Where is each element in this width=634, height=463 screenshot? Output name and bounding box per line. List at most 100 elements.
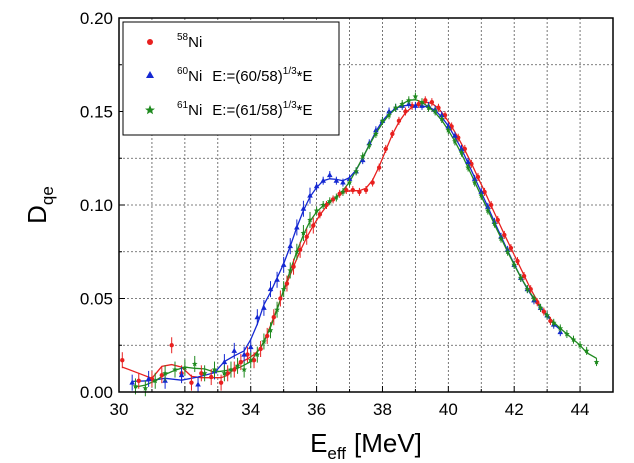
- point: [280, 286, 287, 292]
- point: [392, 104, 399, 111]
- point: [324, 202, 329, 208]
- point: [294, 248, 300, 255]
- point: [445, 123, 452, 129]
- point: [261, 338, 267, 344]
- point: [376, 165, 382, 170]
- point: [465, 158, 471, 164]
- point: [359, 153, 366, 159]
- legend-entry-61ni: 61Ni E:=(61/58)1/3*E: [145, 100, 313, 119]
- point: [357, 189, 362, 195]
- legend-sup-61ni: 61: [177, 100, 189, 111]
- y-axis-title-sub: qe: [38, 186, 57, 205]
- point: [593, 359, 600, 365]
- x-tick-label: 40: [439, 400, 458, 419]
- point: [583, 347, 590, 354]
- point: [247, 357, 254, 363]
- point: [267, 286, 274, 292]
- point: [478, 188, 485, 194]
- point: [537, 304, 544, 311]
- point: [300, 205, 307, 211]
- point: [191, 360, 198, 367]
- legend-box: [122, 21, 340, 136]
- y-tick-label: 0.20: [80, 9, 113, 28]
- point: [432, 108, 438, 114]
- point: [458, 149, 465, 156]
- point: [436, 105, 441, 110]
- x-tick-label: 38: [373, 400, 392, 419]
- point: [386, 108, 392, 114]
- legend-note-61ni: E:=(61/58): [212, 102, 282, 119]
- point: [267, 327, 274, 333]
- point: [234, 362, 241, 369]
- point: [232, 367, 237, 372]
- point: [129, 379, 135, 385]
- y-tick-labels: 0.00 0.05 0.10 0.15 0.20: [80, 9, 113, 402]
- point: [340, 188, 346, 195]
- point: [317, 212, 323, 217]
- point: [458, 145, 465, 151]
- point: [241, 366, 247, 372]
- point: [313, 207, 320, 213]
- point: [159, 372, 165, 378]
- point: [445, 127, 452, 133]
- point: [517, 274, 524, 281]
- point: [320, 202, 326, 208]
- legend-sup-58ni: 58: [177, 32, 189, 43]
- x-axis-title-main: E: [310, 428, 327, 458]
- point: [488, 202, 494, 208]
- x-tick-labels: 30 32 34 36 38 40 42 44: [110, 400, 590, 419]
- point: [142, 385, 149, 391]
- point: [478, 192, 485, 199]
- point: [136, 378, 141, 383]
- point: [278, 296, 283, 301]
- point: [379, 117, 386, 124]
- point: [337, 191, 342, 196]
- data-points: [120, 92, 600, 397]
- point: [287, 243, 294, 249]
- point: [475, 174, 481, 180]
- fit-curve-1: [132, 104, 561, 383]
- point: [265, 333, 270, 339]
- point: [221, 370, 228, 376]
- point: [485, 207, 491, 213]
- x-tick-label: 32: [175, 400, 194, 419]
- point: [241, 351, 247, 357]
- point: [326, 172, 333, 178]
- point: [350, 187, 356, 193]
- point: [531, 295, 537, 301]
- point: [366, 142, 373, 148]
- point: [535, 300, 540, 305]
- legend-note-sup-61ni: 1/3: [283, 100, 297, 111]
- point: [238, 359, 244, 365]
- y-axis-title-main: D: [22, 205, 52, 224]
- point: [333, 177, 340, 183]
- point: [307, 217, 313, 223]
- x-axis-title-unit: [MeV]: [354, 428, 422, 458]
- point: [508, 245, 514, 251]
- x-tick-label: 42: [505, 400, 524, 419]
- point: [346, 175, 353, 181]
- x-tick-label: 44: [571, 400, 590, 419]
- point: [120, 358, 125, 363]
- legend-main-58ni: Ni: [188, 34, 202, 51]
- x-tick-label: 36: [307, 400, 326, 419]
- legend-entry-60ni: 60Ni E:=(60/58)1/3*E: [146, 66, 313, 85]
- point: [284, 281, 290, 286]
- point: [373, 130, 379, 137]
- fit-curves: [122, 99, 597, 388]
- point: [425, 104, 432, 111]
- y-tick-label: 0.15: [80, 103, 113, 122]
- point: [221, 359, 228, 365]
- point: [353, 168, 359, 174]
- point: [209, 374, 214, 380]
- point: [225, 371, 230, 376]
- legend-main-60ni: Ni: [188, 68, 202, 85]
- point: [511, 261, 518, 268]
- point: [412, 93, 419, 99]
- point: [254, 314, 261, 320]
- legend-sup-60ni: 60: [177, 66, 189, 77]
- point: [456, 135, 461, 140]
- legend-main-61ni: Ni: [188, 102, 202, 119]
- point: [550, 319, 557, 326]
